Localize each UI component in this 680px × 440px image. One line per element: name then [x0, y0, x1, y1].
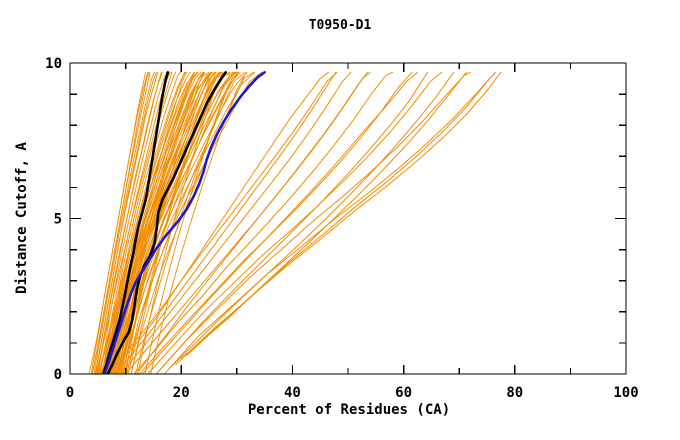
axes-group: 0 20 40 60 80 100 0 5 10: [45, 56, 639, 401]
series-pred-27: [100, 71, 205, 374]
series-pred-75: [102, 71, 195, 374]
series-pred-42: [121, 71, 236, 374]
series-group: [88, 71, 502, 374]
series-pred-59: [111, 71, 188, 374]
x-tick-label-0: 0: [66, 385, 74, 401]
series-pred-65: [90, 71, 149, 374]
y-tick-label-5: 5: [54, 212, 62, 228]
series-pred-49: [133, 71, 393, 374]
series-pred-67: [96, 71, 162, 374]
y-tick-label-10: 10: [45, 56, 62, 72]
x-tick-label-20: 20: [173, 385, 190, 401]
x-tick-label-40: 40: [284, 385, 301, 401]
series-highlight-black-2: [106, 71, 227, 374]
series-pred-44: [130, 71, 254, 374]
series-pred-72: [158, 71, 429, 372]
x-tick-label-80: 80: [506, 385, 523, 401]
x-axis-title: Percent of Residues (CA): [248, 402, 450, 418]
y-axis-title: Distance Cutoff, A: [14, 142, 30, 294]
series-pred-09: [105, 71, 187, 374]
series-pred-71: [169, 71, 455, 369]
series-pred-46: [113, 71, 337, 374]
series-pred-53: [164, 71, 496, 374]
x-tick-label-60: 60: [395, 385, 412, 401]
series-pred-73: [136, 71, 368, 374]
y-tick-label-0: 0: [54, 367, 62, 383]
series-pred-56: [180, 71, 467, 359]
x-tick-label-100: 100: [613, 385, 638, 401]
series-pred-07: [102, 71, 177, 374]
series-highlight-blue: [103, 71, 266, 374]
series-highlight-black-1: [102, 71, 170, 374]
series-pred-74: [97, 71, 185, 374]
series-pred-62: [130, 71, 216, 374]
series-pred-55: [141, 71, 418, 374]
series-pred-45: [108, 71, 330, 374]
series-pred-57: [91, 71, 150, 374]
page-title: T0950-D1: [309, 18, 372, 33]
series-pred-80: [186, 71, 496, 356]
series-pred-60: [116, 71, 195, 374]
series-pred-66: [93, 71, 155, 374]
series-pred-20: [117, 71, 226, 374]
series-pred-58: [95, 71, 159, 374]
series-pred-52: [155, 71, 471, 374]
series-pred-47: [119, 71, 352, 374]
series-pred-61: [124, 71, 205, 374]
